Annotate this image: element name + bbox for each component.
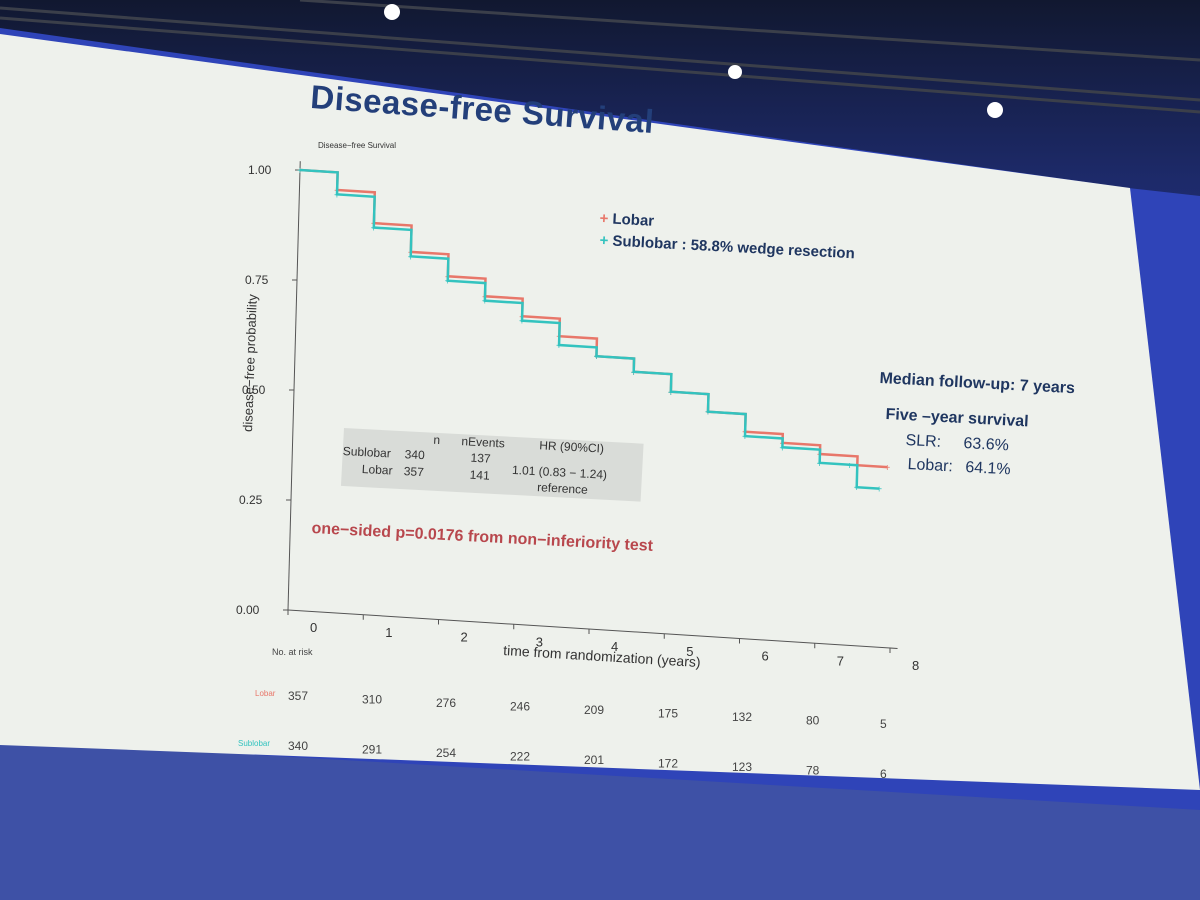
x-tick-label: 7 bbox=[837, 653, 844, 668]
risk-lobar-count: 5 bbox=[880, 717, 887, 731]
censor-mark: + bbox=[779, 443, 785, 454]
lighting-rig bbox=[0, 0, 1200, 118]
censor-mark: + bbox=[556, 341, 562, 352]
censor-mark: + bbox=[884, 463, 890, 474]
censor-mark: + bbox=[371, 224, 377, 235]
risk-heading: No. at risk bbox=[272, 647, 313, 657]
x-tick-label: 4 bbox=[611, 639, 618, 654]
censor-mark: + bbox=[705, 408, 711, 419]
censor-mark: + bbox=[408, 252, 414, 263]
y-tick-label: 0.00 bbox=[236, 603, 260, 617]
risk-lobar-label: Lobar bbox=[255, 689, 276, 698]
y-axis-label: disease−free probability bbox=[240, 293, 260, 432]
x-tick-label: 8 bbox=[912, 658, 919, 673]
censor-mark: + bbox=[519, 317, 525, 328]
censor-mark: + bbox=[817, 459, 823, 470]
chart-axes: 0.00 0.25 0.50 0.75 1.00 0 1 2 3 4 5 6 7 8 bbox=[236, 161, 919, 673]
risk-sublobar-count: 340 bbox=[288, 739, 308, 753]
x-tick-label: 0 bbox=[310, 620, 317, 635]
risk-sublobar-count: 222 bbox=[510, 750, 530, 764]
series-line-sublobar bbox=[299, 168, 880, 490]
risk-lobar-count: 310 bbox=[362, 693, 382, 707]
slide-surface bbox=[0, 34, 1200, 790]
censor-mark: + bbox=[854, 483, 860, 494]
censor-mark: + bbox=[482, 297, 488, 308]
risk-lobar-count: 246 bbox=[510, 700, 530, 714]
censor-mark: + bbox=[297, 166, 303, 177]
x-axis-line bbox=[287, 609, 898, 649]
censor-mark: + bbox=[445, 277, 451, 288]
y-tick-label: 0.50 bbox=[242, 383, 266, 397]
censor-mark: + bbox=[334, 190, 340, 201]
censor-mark: + bbox=[668, 388, 674, 399]
risk-lobar-count: 80 bbox=[806, 714, 820, 728]
x-tick-label: 1 bbox=[385, 625, 392, 640]
censor-mark: + bbox=[593, 352, 599, 363]
censor-mark: + bbox=[668, 388, 674, 399]
risk-lobar-count: 175 bbox=[658, 707, 678, 721]
risk-sublobar-count: 123 bbox=[732, 760, 752, 774]
censor-mark: + bbox=[705, 408, 711, 419]
censor-mark: + bbox=[631, 368, 637, 379]
risk-sublobar-count: 6 bbox=[880, 767, 887, 781]
risk-lobar-count: 357 bbox=[288, 689, 308, 703]
censor-mark: + bbox=[742, 432, 748, 443]
risk-sublobar-count: 254 bbox=[436, 746, 456, 760]
spotlight-icon bbox=[728, 65, 742, 79]
censor-mark: + bbox=[847, 461, 853, 472]
censor-mark: + bbox=[631, 368, 637, 379]
risk-sublobar-count: 201 bbox=[584, 753, 604, 767]
spotlight-icon bbox=[987, 102, 1003, 118]
chart-series: ++++++++++++++++ ++++++++++++++++ ++ + bbox=[297, 166, 890, 496]
risk-lobar-count: 209 bbox=[584, 703, 604, 717]
x-tick-label: 2 bbox=[461, 630, 468, 645]
risk-lobar-count: 132 bbox=[732, 710, 752, 724]
y-axis-line bbox=[287, 161, 301, 611]
censor-mark: + bbox=[297, 166, 303, 177]
y-tick-label: 0.25 bbox=[239, 493, 263, 507]
risk-sublobar-label: Sublobar bbox=[238, 739, 270, 748]
x-tick-label: 6 bbox=[762, 649, 769, 664]
risk-sublobar-count: 291 bbox=[362, 743, 382, 757]
censor-mark: + bbox=[876, 485, 882, 496]
y-tick-label: 0.75 bbox=[245, 273, 269, 287]
risk-sublobar-count: 172 bbox=[658, 757, 678, 771]
plot-caption: Disease−free Survival bbox=[318, 141, 396, 150]
censor-mark: + bbox=[593, 352, 599, 363]
risk-lobar-count: 276 bbox=[436, 696, 456, 710]
risk-sublobar-count: 78 bbox=[806, 764, 820, 778]
y-tick-label: 1.00 bbox=[248, 163, 272, 177]
spotlight-icon bbox=[384, 4, 400, 20]
x-tick-label: 3 bbox=[536, 634, 543, 649]
x-tick-label: 5 bbox=[686, 644, 693, 659]
